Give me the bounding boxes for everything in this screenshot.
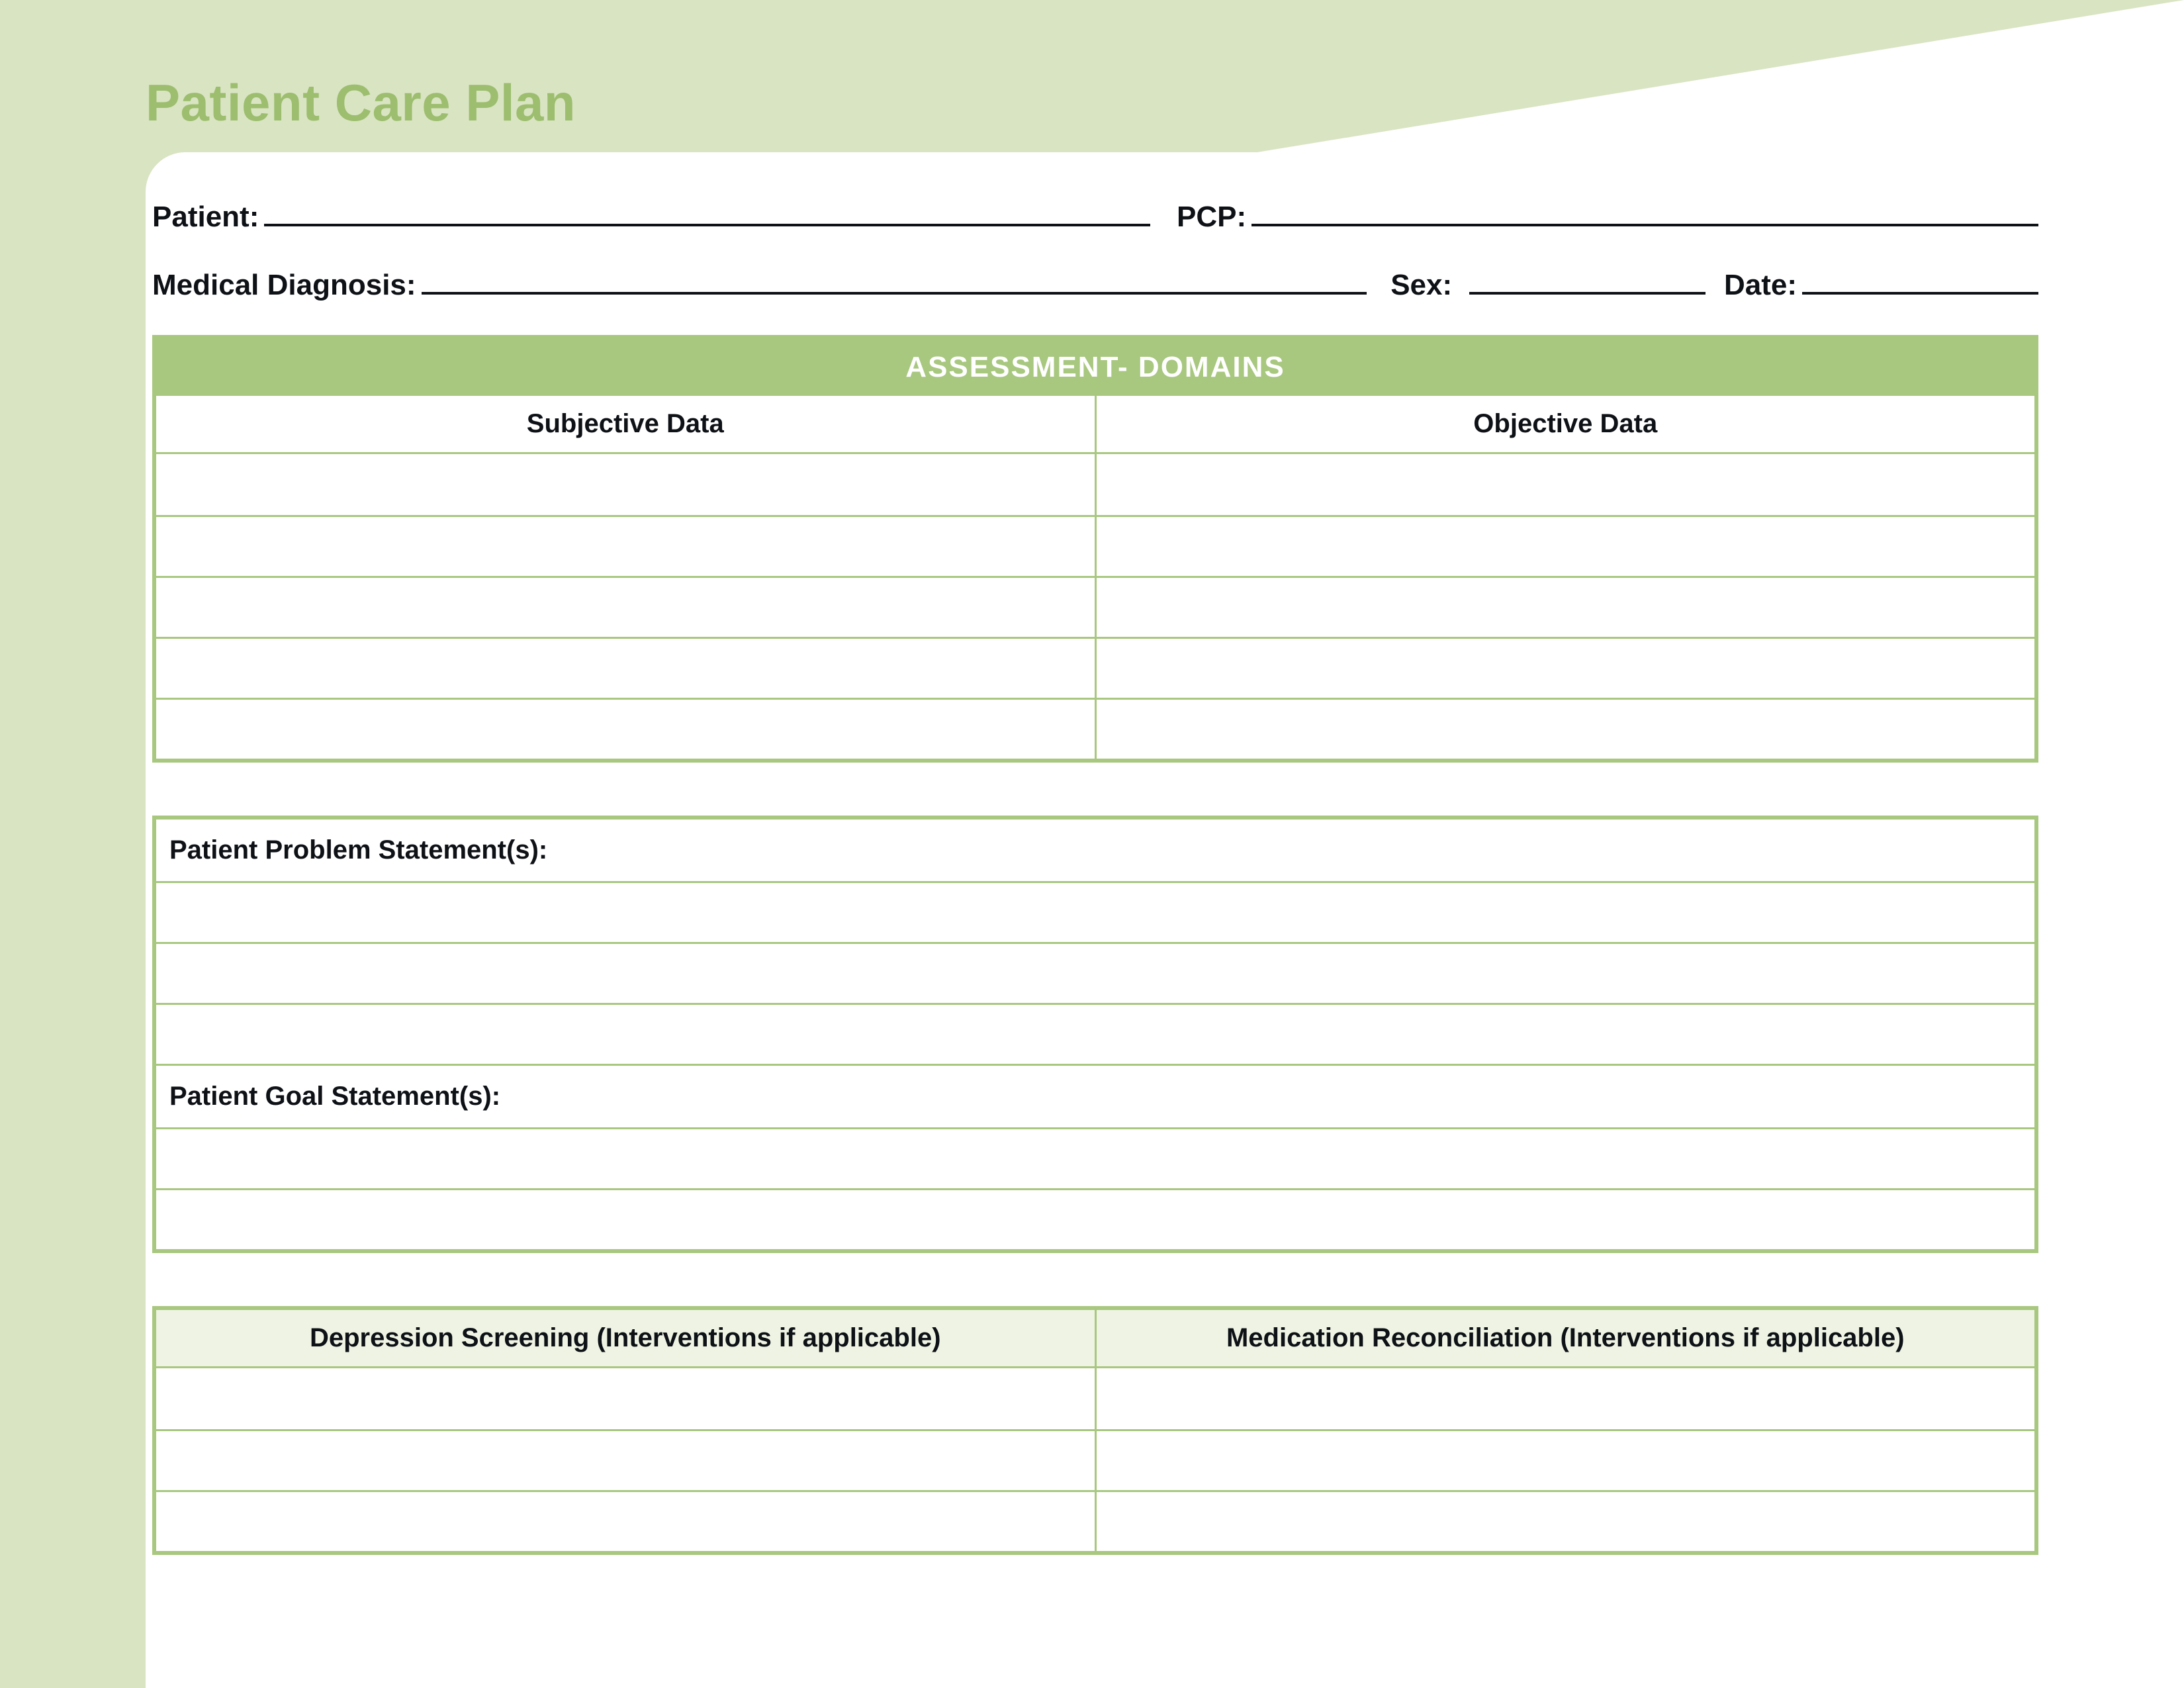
table-cell[interactable] <box>156 1368 1095 1429</box>
form-sheet: Patient: PCP: Medical Diagnosis: Sex: Da… <box>146 152 2184 1688</box>
interventions-body <box>156 1368 2034 1551</box>
problem-rows <box>156 881 2034 1064</box>
table-cell[interactable] <box>156 515 1095 576</box>
table-row <box>156 637 2034 698</box>
col-objective: Objective Data <box>1095 396 2035 454</box>
table-cell[interactable] <box>1095 576 2035 637</box>
table-row[interactable] <box>156 1003 2034 1064</box>
table-cell[interactable] <box>156 698 1095 759</box>
header-row-1: Patient: PCP: <box>152 199 2038 234</box>
interventions-table: Depression Screening (Interventions if a… <box>152 1306 2038 1555</box>
form-content: Patient: PCP: Medical Diagnosis: Sex: Da… <box>152 199 2038 1555</box>
table-row <box>156 515 2034 576</box>
assessment-head: Subjective Data Objective Data <box>156 396 2034 454</box>
sex-label: Sex: <box>1390 269 1457 302</box>
table-cell[interactable] <box>156 1429 1095 1490</box>
pcp-field[interactable] <box>1251 199 2038 226</box>
statements-table: Patient Problem Statement(s): Patient Go… <box>152 816 2038 1253</box>
table-row[interactable] <box>156 1127 2034 1188</box>
header-row-2: Medical Diagnosis: Sex: Date: <box>152 267 2038 302</box>
date-label: Date: <box>1724 269 1802 302</box>
table-cell[interactable] <box>1095 1490 2035 1551</box>
diagnosis-label: Medical Diagnosis: <box>152 269 422 302</box>
table-cell[interactable] <box>156 1490 1095 1551</box>
patient-field[interactable] <box>264 199 1150 226</box>
col-depression: Depression Screening (Interventions if a… <box>156 1310 1095 1368</box>
goal-rows <box>156 1127 2034 1249</box>
table-row <box>156 1429 2034 1490</box>
table-row <box>156 576 2034 637</box>
date-field[interactable] <box>1802 267 2038 295</box>
page-title: Patient Care Plan <box>146 73 576 133</box>
assessment-banner: ASSESSMENT- DOMAINS <box>156 339 2034 396</box>
problem-label: Patient Problem Statement(s): <box>156 820 2034 881</box>
table-row[interactable] <box>156 881 2034 942</box>
assessment-body <box>156 454 2034 759</box>
table-cell[interactable] <box>1095 454 2035 515</box>
table-row <box>156 698 2034 759</box>
col-medication: Medication Reconciliation (Interventions… <box>1095 1310 2035 1368</box>
goal-label: Patient Goal Statement(s): <box>156 1064 2034 1127</box>
table-cell[interactable] <box>1095 1429 2035 1490</box>
diagnosis-field[interactable] <box>422 267 1367 295</box>
interventions-head: Depression Screening (Interventions if a… <box>156 1310 2034 1368</box>
table-row[interactable] <box>156 942 2034 1003</box>
table-cell[interactable] <box>156 454 1095 515</box>
table-cell[interactable] <box>1095 637 2035 698</box>
table-row <box>156 1368 2034 1429</box>
sex-field[interactable] <box>1469 267 1706 295</box>
table-row[interactable] <box>156 1188 2034 1249</box>
assessment-table: ASSESSMENT- DOMAINS Subjective Data Obje… <box>152 335 2038 763</box>
table-row <box>156 454 2034 515</box>
table-cell[interactable] <box>156 576 1095 637</box>
table-cell[interactable] <box>1095 515 2035 576</box>
table-cell[interactable] <box>1095 698 2035 759</box>
table-cell[interactable] <box>1095 1368 2035 1429</box>
table-row <box>156 1490 2034 1551</box>
pcp-label: PCP: <box>1177 201 1251 234</box>
table-cell[interactable] <box>156 637 1095 698</box>
patient-label: Patient: <box>152 201 264 234</box>
col-subjective: Subjective Data <box>156 396 1095 454</box>
